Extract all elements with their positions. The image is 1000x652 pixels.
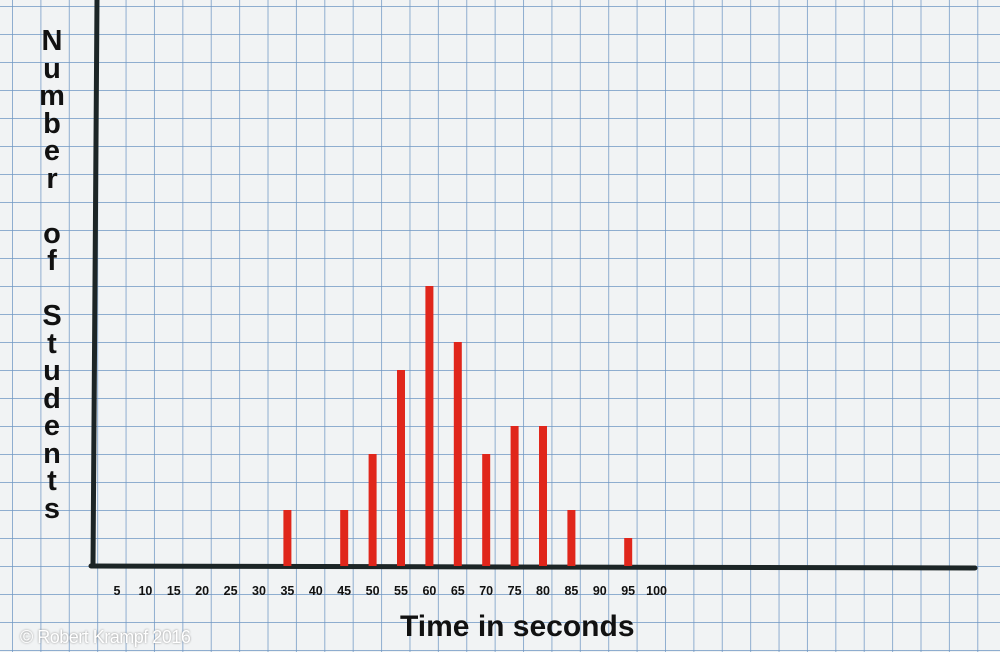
bar-45 bbox=[340, 510, 349, 566]
x-tick-label: 20 bbox=[195, 584, 209, 598]
y-axis-label-letter: u bbox=[43, 355, 61, 387]
y-axis-label-letter: d bbox=[43, 382, 61, 415]
x-tick-label: 75 bbox=[508, 584, 522, 598]
y-axis-label-letter: u bbox=[43, 52, 61, 85]
x-tick-label: 80 bbox=[536, 584, 550, 598]
y-axis-label-letter: N bbox=[41, 25, 63, 57]
x-tick-label: 25 bbox=[224, 584, 238, 598]
x-tick-label: 5 bbox=[114, 584, 121, 598]
x-tick-label: 10 bbox=[138, 584, 152, 598]
y-axis-label-letter: s bbox=[43, 492, 61, 525]
x-tick-label: 90 bbox=[593, 584, 607, 598]
x-tick-label: 60 bbox=[422, 584, 436, 598]
x-tick-label: 100 bbox=[646, 584, 667, 598]
y-axis-label-letter: S bbox=[42, 300, 62, 332]
bar-35 bbox=[283, 510, 292, 566]
x-tick-label: 50 bbox=[366, 584, 380, 598]
x-tick-label: 15 bbox=[167, 584, 181, 598]
x-tick-label: 65 bbox=[451, 584, 465, 598]
bar-85 bbox=[567, 510, 576, 566]
y-axis-label-letter: t bbox=[47, 327, 57, 360]
y-axis-label-letter bbox=[48, 276, 56, 304]
y-axis-label-letter: o bbox=[43, 217, 61, 250]
y-axis-label-letter bbox=[48, 193, 56, 221]
bar-80 bbox=[539, 426, 547, 566]
bar-55 bbox=[397, 370, 405, 566]
y-axis-label-letter: r bbox=[46, 162, 58, 195]
y-axis-line bbox=[90, 0, 100, 569]
x-tick-label: 85 bbox=[564, 584, 578, 598]
copyright-watermark: © Robert Krampf 2016 bbox=[20, 627, 191, 647]
bar-50 bbox=[368, 454, 377, 566]
x-tick-label: 55 bbox=[394, 584, 408, 598]
y-axis-label-letter: n bbox=[43, 437, 61, 470]
x-tick-label: 30 bbox=[252, 584, 266, 598]
x-tick-label: 40 bbox=[309, 584, 323, 598]
y-axis-label-letter: b bbox=[43, 107, 61, 140]
x-axis-line bbox=[88, 563, 978, 571]
x-tick-label: 45 bbox=[337, 584, 351, 598]
y-axis-label-letter: e bbox=[43, 410, 61, 442]
bar-95 bbox=[624, 538, 633, 566]
y-axis-label-letter: f bbox=[47, 245, 57, 277]
x-tick-label: 95 bbox=[621, 584, 635, 598]
y-axis-label-letter: t bbox=[47, 465, 57, 497]
bar-75 bbox=[510, 426, 519, 566]
y-axis-label-letter: m bbox=[39, 80, 65, 112]
x-tick-label: 70 bbox=[479, 584, 493, 598]
y-axis-label-letter: e bbox=[43, 135, 61, 167]
bar-60 bbox=[425, 286, 434, 566]
x-axis-label: Time in seconds bbox=[400, 610, 635, 643]
bar-65 bbox=[453, 342, 462, 566]
bar-70 bbox=[482, 454, 491, 566]
x-tick-label: 35 bbox=[280, 584, 294, 598]
